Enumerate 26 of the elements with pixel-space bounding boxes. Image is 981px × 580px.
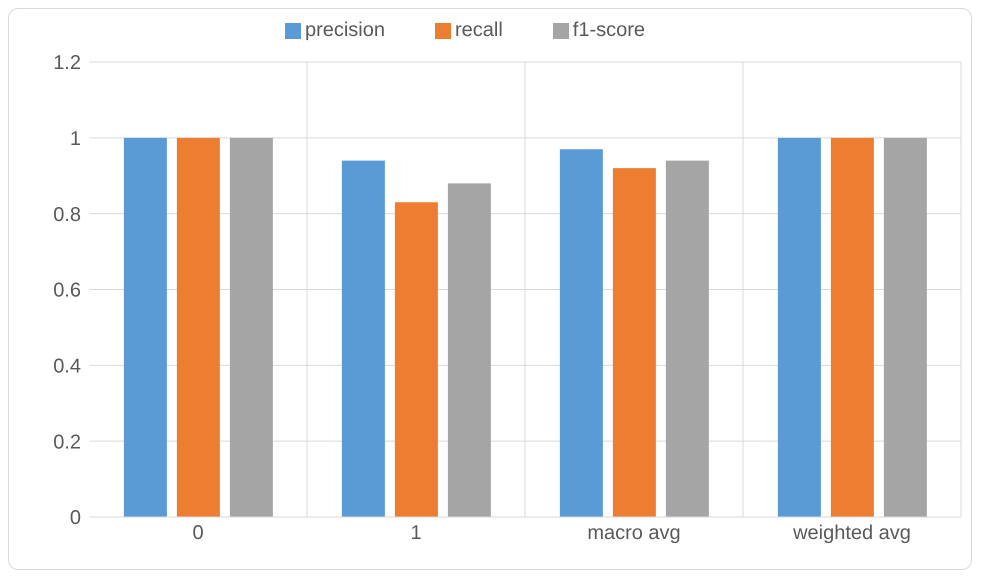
- bar: [394, 202, 438, 517]
- y-tick-label: 0.2: [53, 431, 81, 454]
- x-tick-label: macro avg: [587, 522, 681, 544]
- y-tick-label: 0.8: [53, 204, 81, 226]
- legend-label: f1-score: [572, 19, 646, 41]
- y-tick-label: 0.4: [53, 355, 81, 378]
- bar: [342, 160, 385, 517]
- x-tick-label: 1: [410, 522, 422, 544]
- bar: [884, 138, 927, 517]
- y-tick-label: 1: [70, 128, 81, 150]
- bar: [778, 138, 821, 517]
- y-tick-label: 0: [70, 507, 81, 530]
- bar: [560, 149, 603, 517]
- bar: [124, 138, 167, 517]
- y-tick-label: 0.6: [53, 280, 81, 302]
- bar: [230, 138, 273, 517]
- y-tick-label: 1.2: [53, 52, 81, 74]
- bar: [176, 138, 220, 517]
- bar: [666, 160, 709, 517]
- legend-label: precision: [304, 19, 385, 41]
- bar: [830, 138, 874, 517]
- x-tick-label: 0: [192, 522, 204, 544]
- bar: [612, 168, 656, 517]
- legend-label: recall: [455, 19, 503, 41]
- x-tick-label: weighted avg: [792, 522, 911, 544]
- bar: [448, 183, 491, 517]
